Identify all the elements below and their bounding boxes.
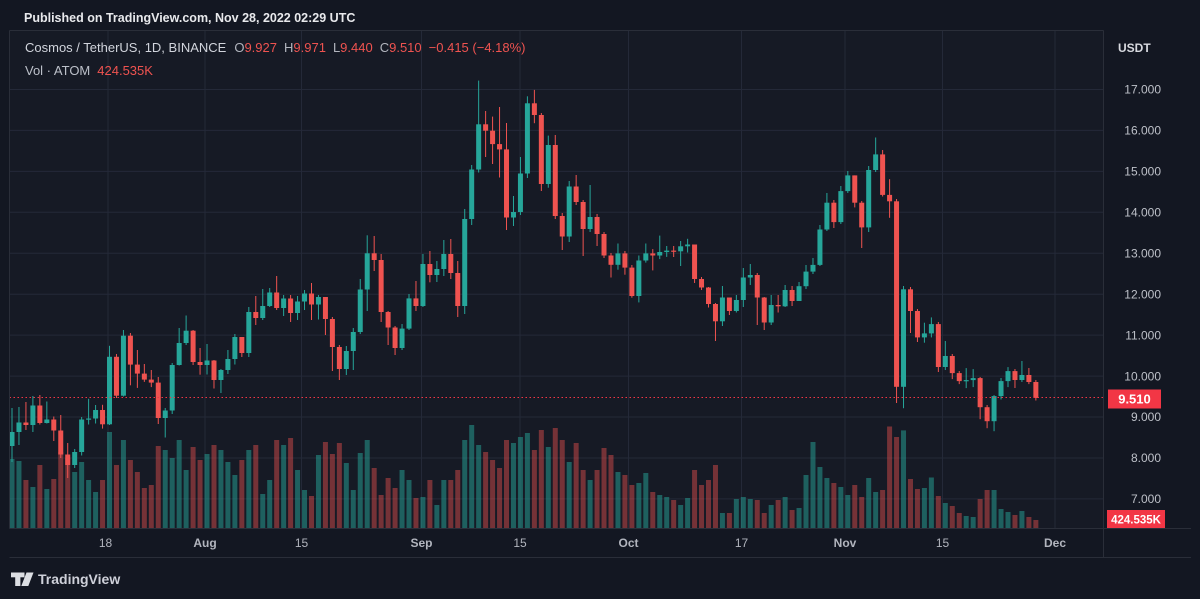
- svg-text:7.000: 7.000: [1131, 492, 1161, 506]
- svg-text:15: 15: [513, 536, 527, 550]
- svg-text:Nov: Nov: [834, 536, 857, 550]
- svg-text:11.000: 11.000: [1125, 328, 1161, 342]
- svg-text:15: 15: [936, 536, 950, 550]
- svg-text:12.000: 12.000: [1124, 287, 1161, 301]
- svg-text:15.000: 15.000: [1124, 165, 1161, 179]
- svg-text:14.000: 14.000: [1124, 206, 1161, 220]
- svg-text:9.000: 9.000: [1131, 410, 1161, 424]
- svg-text:Dec: Dec: [1044, 536, 1066, 550]
- svg-text:Oct: Oct: [618, 536, 638, 550]
- svg-text:10.000: 10.000: [1124, 369, 1161, 383]
- svg-text:Cosmos / TetherUS, 1D, BINANCE: Cosmos / TetherUS, 1D, BINANCE O9.927 H9.9…: [25, 40, 526, 55]
- svg-text:424.535K: 424.535K: [1111, 515, 1162, 527]
- svg-text:USDT: USDT: [1118, 41, 1151, 55]
- svg-text:17: 17: [735, 536, 749, 550]
- svg-text:18: 18: [99, 536, 113, 550]
- svg-text:TradingView: TradingView: [38, 571, 120, 587]
- svg-text:9.510: 9.510: [1118, 392, 1151, 407]
- svg-text:13.000: 13.000: [1124, 247, 1161, 261]
- svg-text:Sep: Sep: [410, 536, 432, 550]
- svg-text:17.000: 17.000: [1124, 83, 1161, 97]
- svg-text:Aug: Aug: [193, 536, 216, 550]
- svg-text:15: 15: [295, 536, 309, 550]
- svg-text:16.000: 16.000: [1124, 124, 1161, 138]
- svg-text:Published on TradingView.com,: Published on TradingView.com, Nov 28, 20…: [24, 11, 355, 25]
- svg-text:8.000: 8.000: [1131, 451, 1161, 465]
